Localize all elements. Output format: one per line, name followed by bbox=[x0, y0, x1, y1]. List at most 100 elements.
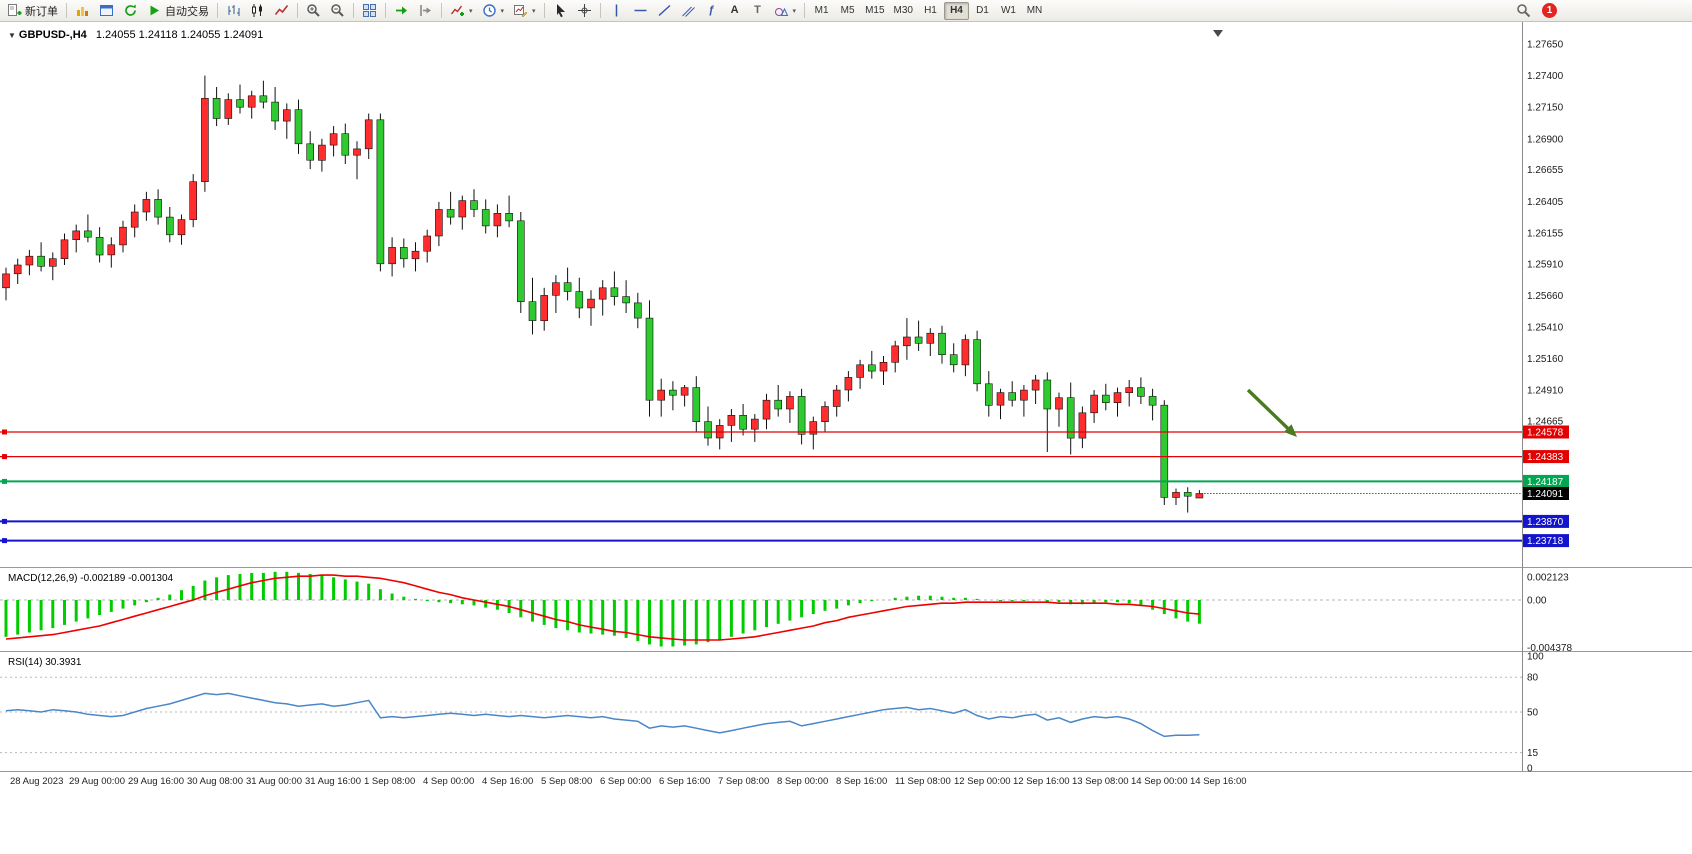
svg-text:1.26900: 1.26900 bbox=[1527, 134, 1564, 145]
panel-separators bbox=[0, 22, 1692, 772]
macd-title: MACD(12,26,9) bbox=[8, 573, 78, 584]
tile-windows-button[interactable] bbox=[358, 1, 381, 21]
zoom-out-button[interactable] bbox=[326, 1, 349, 21]
svg-text:1.25160: 1.25160 bbox=[1527, 354, 1564, 365]
timeframe-h1[interactable]: H1 bbox=[924, 5, 937, 16]
auto-scroll-icon bbox=[396, 6, 407, 15]
chart-shift-marker[interactable] bbox=[1213, 30, 1223, 37]
label-tool-icon: T bbox=[754, 4, 761, 16]
cursor-icon bbox=[556, 4, 565, 18]
hline-1.24187[interactable]: 1.24187 bbox=[0, 474, 1569, 488]
hline-1.24383[interactable]: 1.24383 bbox=[0, 450, 1569, 464]
notification-badge[interactable]: 1 bbox=[1542, 3, 1557, 18]
tile-windows-icon bbox=[363, 4, 376, 17]
timeframe-w1[interactable]: W1 bbox=[1000, 5, 1016, 16]
svg-text:1.24910: 1.24910 bbox=[1527, 386, 1564, 397]
toolbar-separator bbox=[297, 3, 298, 18]
macd-value-main: -0.002189 bbox=[80, 573, 126, 584]
chevron-down-icon: ▾ bbox=[469, 7, 473, 15]
auto-trading-button[interactable]: 自动交易 bbox=[143, 1, 213, 21]
refresh-icon bbox=[125, 4, 136, 16]
timeframe-m30[interactable]: M30 bbox=[893, 5, 913, 16]
text-tool-icon: A bbox=[730, 4, 739, 16]
candlestick-chart-button[interactable] bbox=[246, 1, 269, 21]
macd-value-signal: -0.001304 bbox=[128, 573, 174, 584]
market-watch-button[interactable] bbox=[71, 1, 94, 21]
hline-1.24091[interactable]: 1.24091 bbox=[1204, 487, 1569, 500]
arrow-annotation[interactable] bbox=[1246, 388, 1297, 437]
timeframe-m15[interactable]: M15 bbox=[865, 5, 885, 16]
svg-text:30 Aug 08:00: 30 Aug 08:00 bbox=[187, 776, 243, 787]
candlestick-chart-icon bbox=[252, 4, 262, 17]
timeframe-mn[interactable]: MN bbox=[1026, 5, 1043, 16]
crosshair-button[interactable] bbox=[573, 1, 596, 21]
svg-text:11 Sep 08:00: 11 Sep 08:00 bbox=[895, 776, 951, 787]
zoom-in-button[interactable] bbox=[302, 1, 325, 21]
chart-symbol-period: GBPUSD-,H4 bbox=[18, 29, 87, 41]
svg-text:29 Aug 16:00: 29 Aug 16:00 bbox=[128, 776, 184, 787]
horizontal-line-icon bbox=[634, 9, 647, 12]
data-window-button[interactable] bbox=[95, 1, 118, 21]
hline-1.23718[interactable]: 1.23718 bbox=[0, 534, 1569, 548]
new-order-button[interactable]: 新订单 bbox=[3, 1, 62, 21]
templates-button[interactable]: ▾ bbox=[509, 1, 540, 21]
label-tool-button[interactable]: T bbox=[747, 1, 769, 21]
candlestick-series bbox=[2, 75, 1204, 513]
svg-text:1.27150: 1.27150 bbox=[1527, 103, 1564, 114]
hline-1.23870[interactable]: 1.23870 bbox=[0, 514, 1569, 528]
auto-scroll-button[interactable] bbox=[390, 1, 413, 21]
refresh-button[interactable] bbox=[119, 1, 142, 21]
horizontal-line-tool-button[interactable] bbox=[629, 1, 652, 21]
svg-text:1.25660: 1.25660 bbox=[1527, 291, 1564, 302]
channel-tool-button[interactable] bbox=[677, 1, 700, 21]
shapes-tool-button[interactable]: ▾ bbox=[770, 1, 801, 21]
svg-text:7 Sep 08:00: 7 Sep 08:00 bbox=[718, 776, 769, 787]
indicators-button[interactable]: ▾ bbox=[446, 1, 477, 21]
shapes-icon bbox=[774, 7, 788, 16]
timeframe-m5[interactable]: M5 bbox=[840, 5, 855, 16]
data-window-icon bbox=[100, 5, 113, 16]
chevron-down-icon: ▾ bbox=[792, 7, 797, 15]
timeframe-m1[interactable]: M1 bbox=[814, 5, 829, 16]
rsi-indicator bbox=[0, 676, 1522, 754]
svg-text:1.24578: 1.24578 bbox=[1527, 428, 1564, 439]
svg-text:50: 50 bbox=[1527, 708, 1539, 719]
timeframe-h4[interactable]: H4 bbox=[943, 1, 969, 20]
chart-window[interactable]: 1.24578 1.24383 1.24187 1.24091 1.23870 1.237… bbox=[0, 22, 1692, 854]
svg-text:0.00: 0.00 bbox=[1527, 596, 1547, 607]
bar-chart-button[interactable] bbox=[222, 1, 245, 21]
time-axis[interactable]: 28 Aug 2023 29 Aug 00:00 29 Aug 16:00 30 Au… bbox=[10, 776, 1247, 787]
svg-text:1.25410: 1.25410 bbox=[1527, 322, 1564, 333]
vertical-line-tool-button[interactable] bbox=[605, 1, 628, 21]
fibonacci-icon: ƒ bbox=[708, 4, 715, 16]
toolbar-separator bbox=[804, 3, 806, 18]
svg-text:1.25910: 1.25910 bbox=[1527, 259, 1564, 270]
svg-text:1.27400: 1.27400 bbox=[1527, 71, 1564, 82]
search-button[interactable] bbox=[1512, 1, 1535, 21]
svg-text:29 Aug 00:00: 29 Aug 00:00 bbox=[69, 776, 125, 787]
svg-text:1.24091: 1.24091 bbox=[1527, 489, 1564, 500]
chart-shift-icon bbox=[420, 5, 431, 16]
fibonacci-tool-button[interactable]: ƒ bbox=[701, 1, 723, 21]
toolbar-separator bbox=[599, 3, 601, 18]
hline-1.24578[interactable]: 1.24578 bbox=[0, 425, 1569, 439]
chart-shift-button[interactable] bbox=[414, 1, 437, 21]
periods-button[interactable]: ▾ bbox=[478, 1, 509, 21]
text-tool-button[interactable]: A bbox=[724, 1, 746, 21]
price-axis[interactable]: 1.27650 1.27400 1.27150 1.26900 1.26655 1.264… bbox=[1527, 40, 1572, 775]
timeframe-d1[interactable]: D1 bbox=[976, 5, 989, 16]
symbol-dropdown-icon[interactable]: ▼ bbox=[8, 31, 16, 40]
svg-text:14 Sep 16:00: 14 Sep 16:00 bbox=[1190, 776, 1247, 787]
line-chart-button[interactable] bbox=[270, 1, 293, 21]
svg-text:1.23718: 1.23718 bbox=[1527, 536, 1564, 547]
cursor-button[interactable] bbox=[549, 1, 572, 21]
macd-label: MACD(12,26,9) -0.002189 -0.001304 bbox=[8, 573, 173, 584]
new-order-icon bbox=[8, 4, 22, 16]
svg-text:13 Sep 08:00: 13 Sep 08:00 bbox=[1072, 776, 1129, 787]
rsi-label: RSI(14) 30.3931 bbox=[8, 657, 81, 668]
trendline-tool-button[interactable] bbox=[653, 1, 676, 21]
chart-title: ▼ GBPUSD-,H4 1.24055 1.24118 1.24055 1.24… bbox=[8, 29, 263, 41]
svg-text:1.23870: 1.23870 bbox=[1527, 517, 1564, 528]
svg-text:1.24665: 1.24665 bbox=[1527, 417, 1564, 428]
